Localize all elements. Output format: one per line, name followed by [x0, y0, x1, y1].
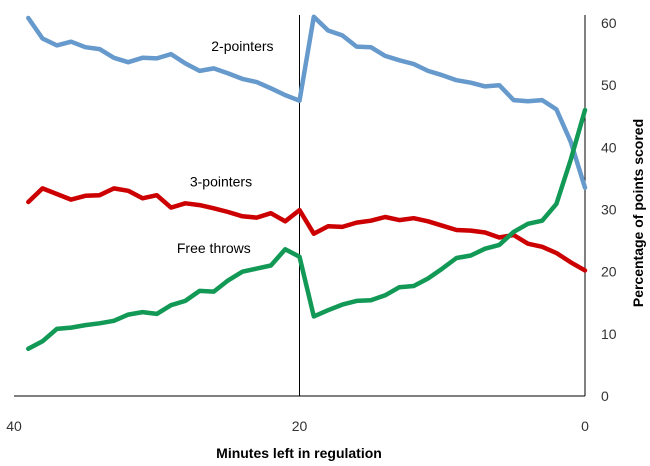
series-labels: 2-pointers 3-pointers Free throws: [177, 38, 274, 256]
y-tick-label-50: 50: [601, 77, 617, 93]
x-axis-title: Minutes left in regulation: [216, 445, 382, 461]
series-label-3-pointers: 3-pointers: [190, 173, 252, 189]
x-tick-label-40: 40: [6, 418, 22, 434]
series-line-three-pointers: [26, 186, 588, 273]
y-axis-ticks: 0 10 20 30 40 50 60: [601, 15, 617, 404]
x-tick-label-20: 20: [292, 418, 308, 434]
y-tick-label-0: 0: [601, 388, 609, 404]
y-tick-label-40: 40: [601, 139, 617, 155]
y-tick-label-60: 60: [601, 15, 617, 31]
y-axis-title: Percentage of points scored: [630, 119, 646, 307]
series-label-2-pointers: 2-pointers: [211, 38, 273, 54]
series-line-two-pointers: [26, 14, 588, 190]
x-axis-ticks: 40 20 0: [6, 418, 589, 434]
y-tick-label-20: 20: [601, 264, 617, 280]
gridlines: [14, 15, 586, 397]
y-tick-label-30: 30: [601, 202, 617, 218]
series-line-free-throws: [26, 107, 588, 352]
x-tick-label-0: 0: [581, 418, 589, 434]
series-lines: [26, 14, 588, 352]
series-label-free-throws: Free throws: [177, 240, 251, 256]
y-tick-label-10: 10: [601, 326, 617, 342]
